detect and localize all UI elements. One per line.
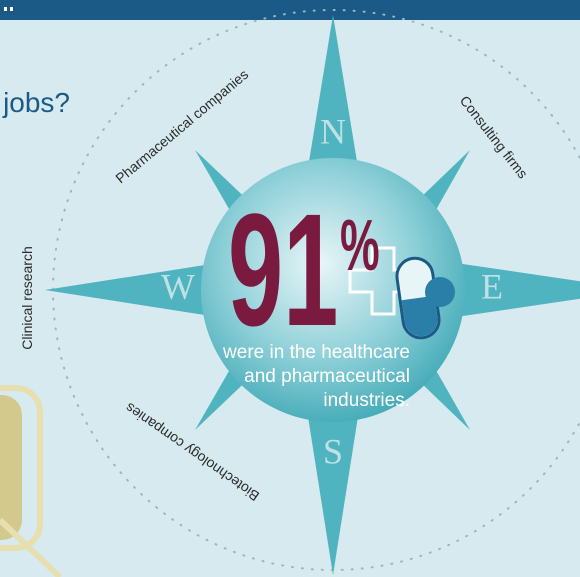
- stat-caption: were in the healthcare: [222, 342, 410, 363]
- pill-icon: [395, 256, 441, 340]
- stat-caption: industries.: [323, 390, 410, 411]
- left-shape: [0, 385, 63, 577]
- stat-caption: and pharmaceutical: [244, 366, 410, 387]
- stat-number: 91: [228, 181, 338, 360]
- compass-center: [201, 158, 465, 422]
- top-bar-dot: [4, 7, 7, 11]
- sector-label: Consulting firms: [457, 92, 531, 181]
- pill-dot: [425, 277, 455, 307]
- top-bar-dot: [10, 7, 13, 11]
- sector-label: Pharmaceutical companies: [112, 66, 251, 186]
- heading: jobs?: [2, 87, 70, 118]
- top-bar: [0, 0, 580, 20]
- cross-icon: [348, 246, 418, 316]
- north-label: N: [320, 111, 346, 151]
- east-label: E: [481, 266, 503, 306]
- west-label: W: [161, 266, 195, 306]
- south-label: S: [323, 431, 343, 471]
- sector-label: Biotechnology companies: [122, 400, 262, 505]
- sector-label: Clinical research: [19, 246, 35, 349]
- stat-symbol: %: [340, 205, 380, 286]
